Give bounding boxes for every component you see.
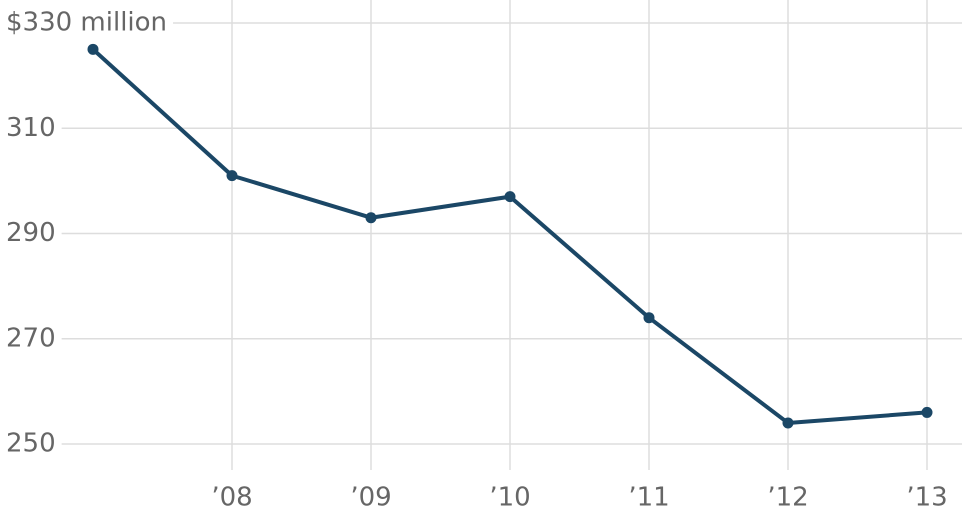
data-point <box>921 406 933 418</box>
x-tick-label: ’13 <box>906 483 947 513</box>
data-point <box>643 312 655 324</box>
x-tick-label: ’10 <box>489 483 530 513</box>
x-tick-label: ’08 <box>211 483 252 513</box>
x-tick-label: ’11 <box>628 483 669 513</box>
data-point <box>782 417 794 429</box>
data-point <box>87 43 99 55</box>
x-tick-label: ’12 <box>767 483 808 513</box>
x-tick-label: ’09 <box>350 483 391 513</box>
grid <box>61 0 962 470</box>
y-tick-label: 310 <box>6 113 56 143</box>
y-tick-label: $330 million <box>6 8 167 38</box>
y-tick-label: 250 <box>6 429 56 459</box>
y-tick-label: 270 <box>6 323 56 353</box>
data-point <box>504 191 516 203</box>
data-point <box>226 170 238 182</box>
y-tick-label: 290 <box>6 218 56 248</box>
data-point <box>365 212 377 224</box>
